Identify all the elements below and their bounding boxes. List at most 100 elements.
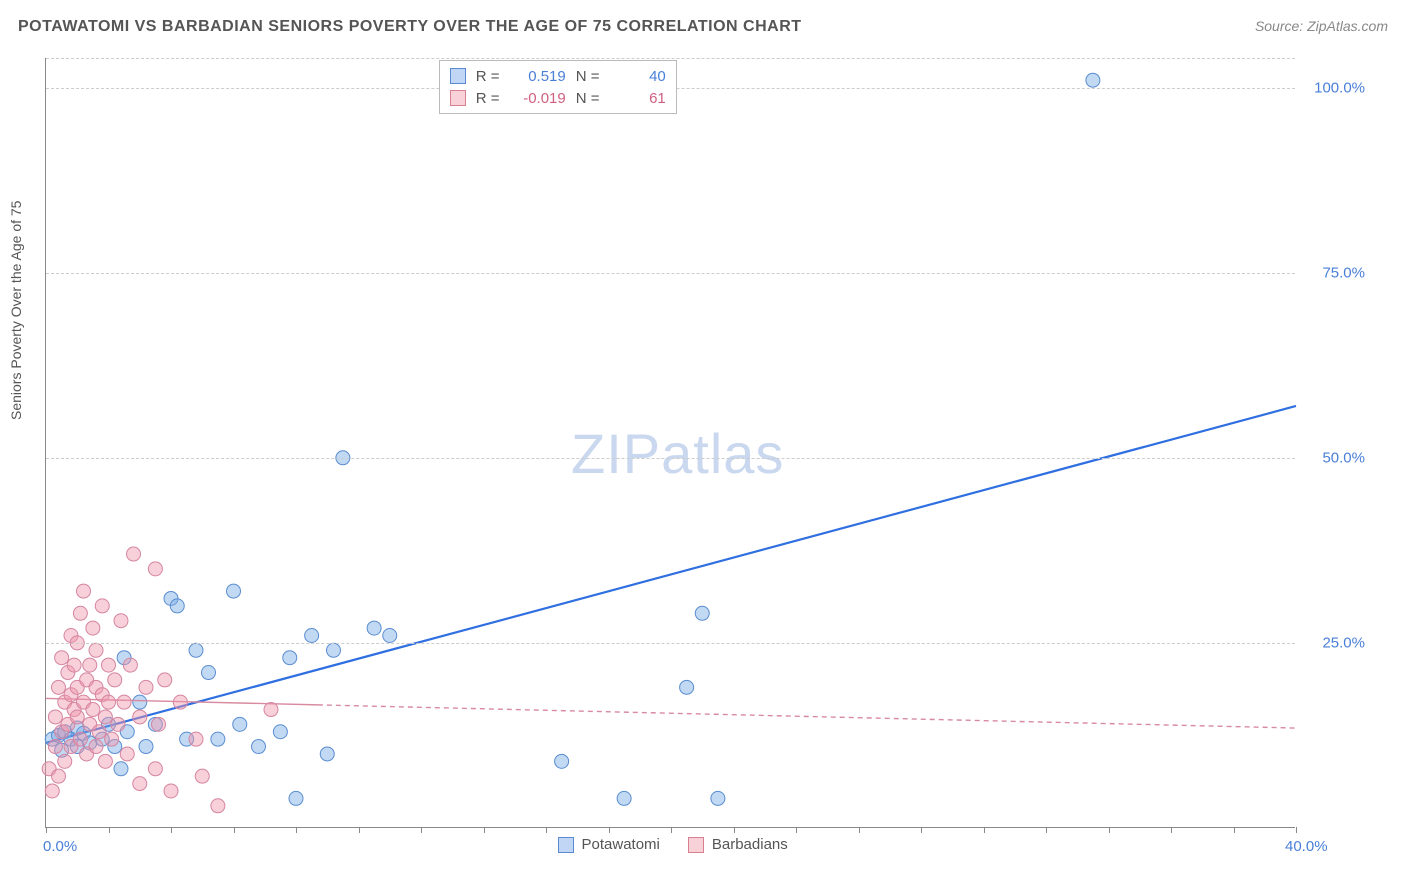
x-axis-min-label: 0.0% [43,838,77,855]
data-point [45,784,59,798]
data-point [55,651,69,665]
data-point [555,754,569,768]
data-point [320,747,334,761]
data-point [95,599,109,613]
stats-row: R =-0.019N =61 [450,87,666,109]
data-point [86,703,100,717]
legend-swatch [450,68,466,84]
y-tick-label: 75.0% [1322,264,1365,281]
x-tick [421,827,422,833]
data-point [211,799,225,813]
x-tick [1234,827,1235,833]
data-point [73,732,87,746]
stat-r-label: R = [476,68,504,85]
y-axis-label: Seniors Poverty Over the Age of 75 [8,201,24,420]
data-point [264,703,278,717]
scatter-svg [46,58,1296,828]
data-point [127,547,141,561]
data-point [92,725,106,739]
data-point [102,695,116,709]
x-tick [484,827,485,833]
x-tick [734,827,735,833]
data-point [189,732,203,746]
data-point [195,769,209,783]
data-point [170,599,184,613]
x-tick [921,827,922,833]
data-point [102,658,116,672]
data-point [173,695,187,709]
stats-legend: R = 0.519 N = 40R = -0.019 N = 61 [439,60,677,114]
y-tick-label: 25.0% [1322,634,1365,651]
data-point [283,651,297,665]
data-point [367,621,381,635]
data-point [680,680,694,694]
chart-container: POTAWATOMI VS BARBADIAN SENIORS POVERTY … [0,0,1406,892]
x-tick [546,827,547,833]
data-point [273,725,287,739]
data-point [617,791,631,805]
legend-label: Barbadians [712,836,788,853]
data-point [89,643,103,657]
data-point [89,740,103,754]
data-point [711,791,725,805]
data-point [227,584,241,598]
x-axis-max-label: 40.0% [1285,838,1328,855]
data-point [152,717,166,731]
chart-title: POTAWATOMI VS BARBADIAN SENIORS POVERTY … [18,18,802,36]
x-tick [796,827,797,833]
data-point [86,621,100,635]
stat-n-label: N = [576,90,604,107]
data-point [48,740,62,754]
data-point [1086,73,1100,87]
x-tick [671,827,672,833]
legend-swatch [688,837,704,853]
x-tick [171,827,172,833]
data-point [67,658,81,672]
data-point [73,606,87,620]
x-tick [1046,827,1047,833]
data-point [139,740,153,754]
data-point [77,584,91,598]
x-tick [296,827,297,833]
stat-n-value: 40 [614,68,666,85]
data-point [108,673,122,687]
data-point [58,754,72,768]
gridline [46,643,1295,644]
data-point [83,658,97,672]
data-point [123,658,137,672]
data-point [139,680,153,694]
data-point [52,680,66,694]
data-point [133,695,147,709]
data-point [117,695,131,709]
data-point [111,717,125,731]
stat-n-value: 61 [614,90,666,107]
x-tick [359,827,360,833]
data-point [98,710,112,724]
x-tick [1109,827,1110,833]
y-tick-label: 100.0% [1314,79,1365,96]
data-point [252,740,266,754]
data-point [114,762,128,776]
x-tick [46,827,47,833]
plot-area: ZIPatlas 25.0%50.0%75.0%100.0% [45,58,1295,828]
source-label: Source: ZipAtlas.com [1255,18,1388,34]
stat-n-label: N = [576,68,604,85]
stats-row: R = 0.519 N = 40 [450,65,666,87]
data-point [211,732,225,746]
stat-r-value: -0.019 [514,90,566,107]
x-tick [1171,827,1172,833]
trend-line [46,406,1296,743]
data-point [695,606,709,620]
y-tick-label: 50.0% [1322,449,1365,466]
data-point [202,666,216,680]
data-point [164,784,178,798]
x-tick [609,827,610,833]
legend-item: Potawatomi [558,836,660,853]
data-point [148,762,162,776]
data-point [98,754,112,768]
data-point [189,643,203,657]
x-tick [1296,827,1297,833]
data-point [52,769,66,783]
stat-r-value: 0.519 [514,68,566,85]
trend-line-dashed [318,705,1296,728]
